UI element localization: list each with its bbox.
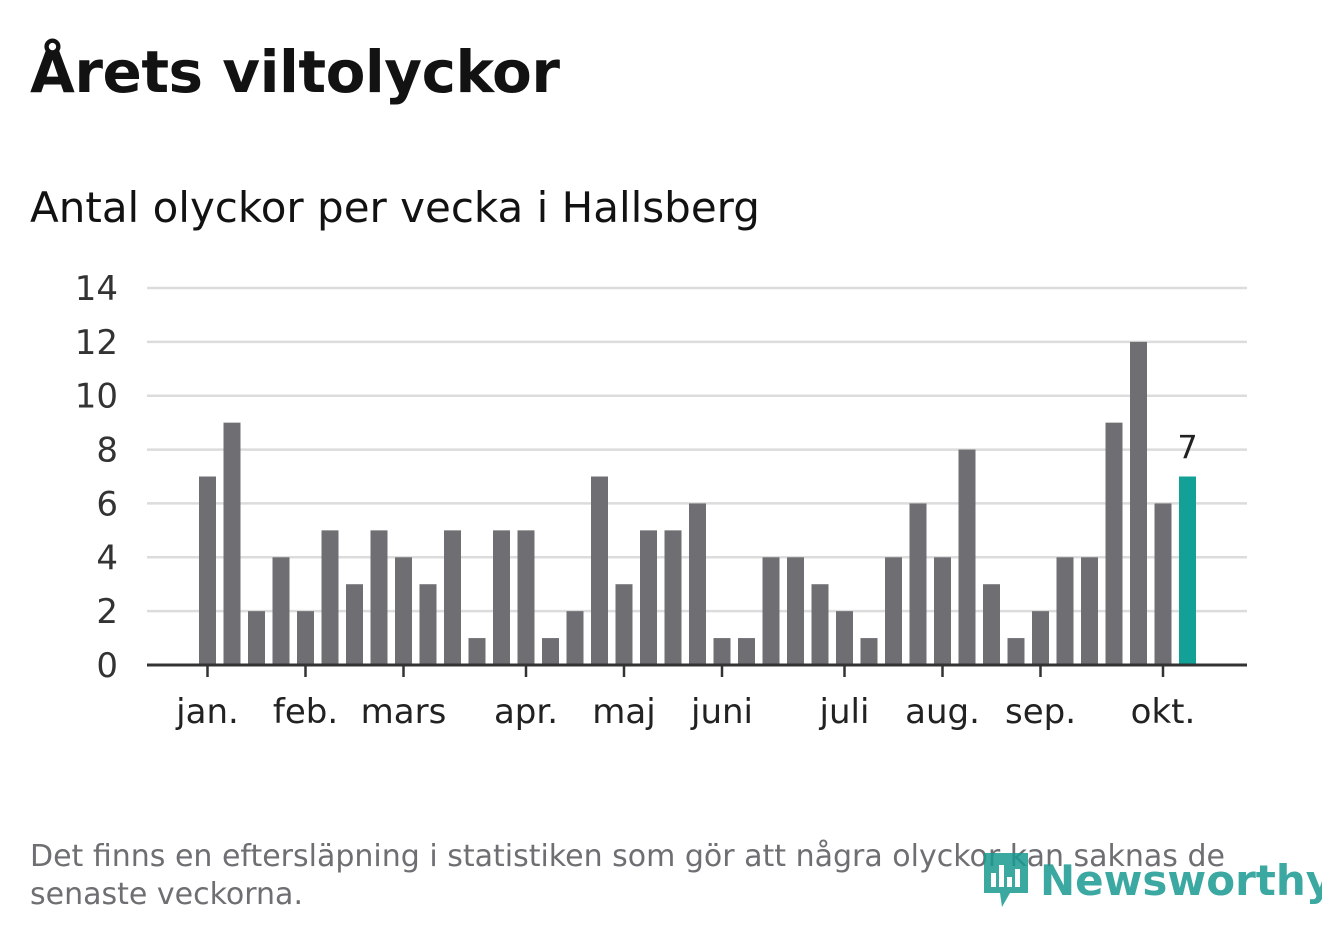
bar <box>517 530 535 665</box>
bar <box>885 557 902 665</box>
x-tick-label: aug. <box>905 692 980 732</box>
bar <box>738 638 755 665</box>
bar <box>566 611 584 665</box>
chart-title: Årets viltolyckor <box>30 38 560 106</box>
x-tick-label: juni <box>690 692 753 732</box>
bar <box>1130 341 1147 665</box>
y-tick-label: 14 <box>75 269 118 309</box>
bar <box>542 638 559 665</box>
bar <box>1007 638 1025 665</box>
bar <box>1032 611 1049 665</box>
bar <box>199 476 216 665</box>
y-tick-label: 0 <box>96 646 118 686</box>
y-axis-ticks: 0 2 4 6 8 10 12 14 <box>75 269 118 686</box>
bar <box>493 530 510 665</box>
bar <box>640 530 657 665</box>
x-tick-label: feb. <box>273 692 338 732</box>
bar <box>346 584 363 665</box>
y-tick-label: 4 <box>96 538 118 578</box>
newsworthy-bar-chart-icon <box>984 853 1028 907</box>
bar <box>444 530 461 665</box>
y-tick-label: 8 <box>96 431 118 471</box>
chart-subtitle: Antal olyckor per vecka i Hallsberg <box>30 183 760 232</box>
x-tick-label: maj <box>592 692 655 732</box>
bar <box>836 611 853 665</box>
x-tick-label: okt. <box>1131 692 1196 732</box>
bar <box>860 638 878 665</box>
y-tick-label: 12 <box>75 323 118 363</box>
bar <box>248 611 265 665</box>
y-tick-label: 2 <box>96 592 118 632</box>
newsworthy-logo: Newsworthy <box>980 848 1322 912</box>
bar <box>689 503 706 665</box>
bar <box>297 611 314 665</box>
x-axis: jan. feb. mars apr. maj juni juli aug. sep. okt. <box>147 663 1247 732</box>
x-tick-label: juli <box>819 692 870 732</box>
x-tick-label: apr. <box>494 692 558 732</box>
bar-chart: 0 2 4 6 8 10 12 14 jan. feb. mars apr. maj juni juli a… <box>75 269 1247 732</box>
highlight-data-label: 7 <box>1177 429 1197 467</box>
bar <box>811 584 829 665</box>
bar <box>272 557 290 665</box>
bar <box>223 422 241 665</box>
bar <box>1081 557 1098 665</box>
bar <box>762 557 780 665</box>
bar <box>713 638 731 665</box>
logo-text: Newsworthy <box>1040 855 1322 905</box>
bar <box>934 557 951 665</box>
bar <box>370 530 388 665</box>
bar <box>321 530 339 665</box>
x-tick-label: mars <box>361 692 447 732</box>
bar <box>1154 503 1172 665</box>
bar <box>468 638 486 665</box>
bar <box>909 503 927 665</box>
bar <box>1056 557 1074 665</box>
bar <box>958 449 976 665</box>
bar <box>615 584 633 665</box>
bars <box>199 341 1196 665</box>
bar <box>419 584 437 665</box>
bar <box>591 476 608 665</box>
bar <box>664 530 682 665</box>
bar <box>787 557 804 665</box>
y-tick-label: 10 <box>75 377 118 417</box>
x-tick-label: sep. <box>1005 692 1076 732</box>
bar <box>1105 422 1123 665</box>
bar <box>983 584 1000 665</box>
data-labels: 7 <box>1177 429 1197 467</box>
x-tick-label: jan. <box>175 692 239 732</box>
y-tick-label: 6 <box>96 484 118 524</box>
bar <box>395 557 412 665</box>
bar-highlight <box>1179 476 1196 665</box>
